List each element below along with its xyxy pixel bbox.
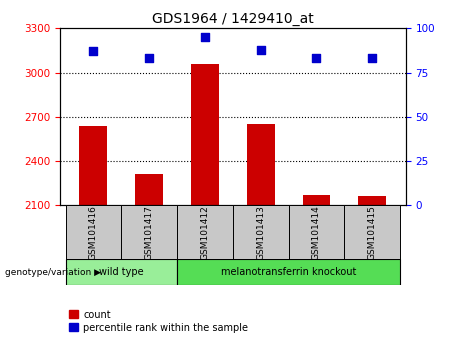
- Bar: [233, 205, 289, 260]
- Bar: [247, 124, 275, 205]
- Bar: [358, 196, 386, 205]
- Text: GSM101417: GSM101417: [145, 205, 154, 260]
- Point: [201, 34, 209, 40]
- Bar: [121, 205, 177, 260]
- Text: GSM101416: GSM101416: [89, 205, 98, 260]
- Title: GDS1964 / 1429410_at: GDS1964 / 1429410_at: [152, 12, 313, 26]
- Bar: [191, 64, 219, 205]
- Text: GSM101412: GSM101412: [201, 205, 209, 260]
- Text: wild type: wild type: [99, 267, 143, 277]
- Point: [313, 56, 320, 61]
- Bar: [135, 175, 163, 205]
- Bar: [177, 259, 400, 285]
- Bar: [302, 195, 331, 205]
- Legend: count, percentile rank within the sample: count, percentile rank within the sample: [65, 306, 252, 336]
- Bar: [344, 205, 400, 260]
- Bar: [65, 205, 121, 260]
- Bar: [65, 259, 177, 285]
- Text: GSM101415: GSM101415: [368, 205, 377, 260]
- Text: genotype/variation ▶: genotype/variation ▶: [5, 268, 100, 277]
- Text: melanotransferrin knockout: melanotransferrin knockout: [221, 267, 356, 277]
- Point: [90, 48, 97, 54]
- Bar: [79, 126, 107, 205]
- Point: [257, 47, 264, 52]
- Point: [146, 56, 153, 61]
- Point: [368, 56, 376, 61]
- Text: GSM101413: GSM101413: [256, 205, 265, 260]
- Bar: [177, 205, 233, 260]
- Text: GSM101414: GSM101414: [312, 205, 321, 260]
- Bar: [289, 205, 344, 260]
